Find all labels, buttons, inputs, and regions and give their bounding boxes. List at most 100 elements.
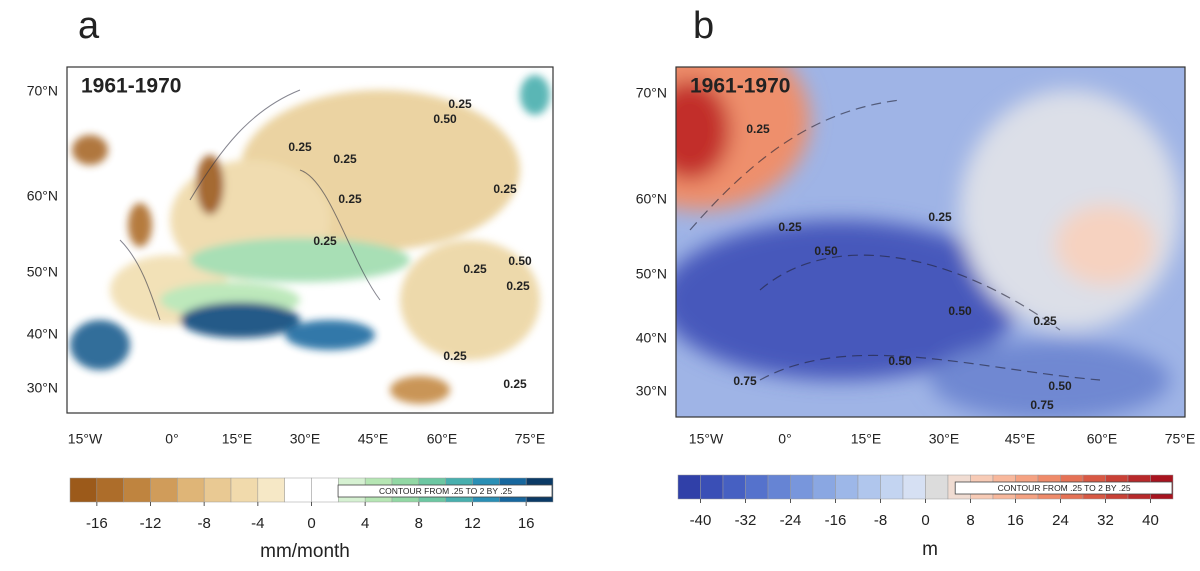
colorbar-unit: m (922, 539, 938, 560)
contour-label: 0.25 (448, 97, 472, 111)
colorbar-tick-label: -8 (197, 515, 210, 532)
colorbar-swatch (857, 474, 881, 500)
contour-label: 0.50 (433, 112, 457, 126)
panel-label: b (693, 5, 714, 47)
contour-label: 0.50 (948, 304, 972, 318)
map-a (67, 67, 553, 413)
colorbar-swatch (203, 477, 232, 503)
lat-label: 40°N (636, 330, 667, 346)
lon-label: 0° (165, 431, 178, 447)
colorbar-tick-label: -8 (874, 512, 887, 529)
colorbar-tick-label: 4 (361, 515, 369, 532)
colorbar-swatch (902, 474, 926, 500)
colorbar-tick-label: -32 (735, 512, 757, 529)
colorbar-swatch (96, 477, 124, 503)
lon-label: 45°E (358, 431, 389, 447)
contour-label: 0.50 (508, 254, 532, 268)
contour-label: 0.50 (888, 354, 912, 368)
period-label: 1961-1970 (690, 75, 790, 98)
lon-label: 15°W (68, 431, 103, 447)
colorbar-tick-label: 8 (415, 515, 423, 532)
period-label: 1961-1970 (81, 75, 181, 98)
contour-label: 0.25 (778, 220, 802, 234)
colorbar-unit: mm/month (260, 541, 350, 562)
contour-label: 0.25 (493, 182, 517, 196)
colorbar-swatch (790, 474, 814, 500)
colorbar-tick-label: 32 (1097, 512, 1114, 529)
contour-label: 0.50 (1048, 379, 1072, 393)
contour-label: 0.25 (313, 234, 337, 248)
lon-label: 75°E (1165, 431, 1196, 447)
lat-label: 50°N (636, 266, 667, 282)
lat-label: 30°N (27, 380, 58, 396)
colorbar-tick-label: 8 (966, 512, 974, 529)
colorbar-swatch (677, 474, 701, 500)
contour-label: 0.25 (506, 279, 530, 293)
colorbar-tick-label: 16 (1007, 512, 1024, 529)
lat-label: 40°N (27, 326, 58, 342)
colorbar-tick-label: 0 (307, 515, 315, 532)
lat-label: 70°N (27, 83, 58, 99)
colorbar-swatch (311, 477, 339, 503)
lon-label: 15°E (851, 431, 882, 447)
colorbar-swatch (767, 474, 791, 500)
contour-label: 0.25 (746, 122, 770, 136)
contour-label: 0.25 (1033, 314, 1057, 328)
contour-label: 0.25 (338, 192, 362, 206)
lat-label: 50°N (27, 264, 58, 280)
colorbar-swatch (700, 474, 724, 500)
contour-note-box (954, 481, 1173, 495)
colorbar-swatch (177, 477, 205, 503)
contour-note: CONTOUR FROM .25 TO 2 BY .25 (379, 486, 512, 496)
colorbar-tick-label: 12 (464, 515, 481, 532)
lat-label: 30°N (636, 383, 667, 399)
colorbar-swatch (123, 477, 151, 503)
colorbar-swatch (69, 477, 98, 503)
contour-label: 0.25 (288, 140, 312, 154)
contour-label: 0.50 (814, 244, 838, 258)
lon-label: 60°E (427, 431, 458, 447)
contour-note-box (337, 484, 553, 498)
map-b (676, 67, 1185, 417)
colorbar-swatch (835, 474, 859, 500)
contour-label: 0.25 (503, 377, 527, 391)
colorbar-tick-label: -4 (251, 515, 264, 532)
colorbar-swatch (230, 477, 259, 503)
colorbar-swatch (722, 474, 746, 500)
colorbar-tick-label: 40 (1142, 512, 1159, 529)
colorbar-swatch (150, 477, 178, 503)
contour-label: 0.25 (443, 349, 467, 363)
colorbar-tick-label: -16 (86, 515, 108, 532)
lat-label: 70°N (636, 85, 667, 101)
colorbar-tick-label: -40 (690, 512, 712, 529)
colorbar-tick-label: 24 (1052, 512, 1069, 529)
colorbar-tick-label: -16 (825, 512, 847, 529)
lat-label: 60°N (636, 191, 667, 207)
lon-label: 30°E (929, 431, 960, 447)
contour-label: 0.25 (333, 152, 357, 166)
colorbar-tick-label: 16 (518, 515, 535, 532)
colorbar-swatch (257, 477, 285, 503)
panel-label: a (78, 5, 100, 47)
colorbar-swatch (812, 474, 836, 500)
lon-label: 60°E (1087, 431, 1118, 447)
colorbar-tick-label: -12 (140, 515, 162, 532)
contour-label: 0.75 (733, 374, 757, 388)
lat-label: 60°N (27, 188, 58, 204)
contour-label: 0.25 (463, 262, 487, 276)
lon-label: 0° (778, 431, 791, 447)
contour-label: 0.75 (1030, 398, 1054, 412)
colorbar-swatch (284, 477, 312, 503)
contour-note: CONTOUR FROM .25 TO 2 BY .25 (998, 483, 1131, 493)
lon-label: 15°W (689, 431, 724, 447)
colorbar-swatch (880, 474, 904, 500)
colorbar-swatch (925, 474, 949, 500)
colorbar-tick-label: 0 (921, 512, 929, 529)
lon-label: 30°E (290, 431, 321, 447)
colorbar-tick-label: -24 (780, 512, 802, 529)
lon-label: 15°E (222, 431, 253, 447)
lon-label: 45°E (1005, 431, 1036, 447)
lon-label: 75°E (515, 431, 546, 447)
contour-label: 0.25 (928, 210, 952, 224)
